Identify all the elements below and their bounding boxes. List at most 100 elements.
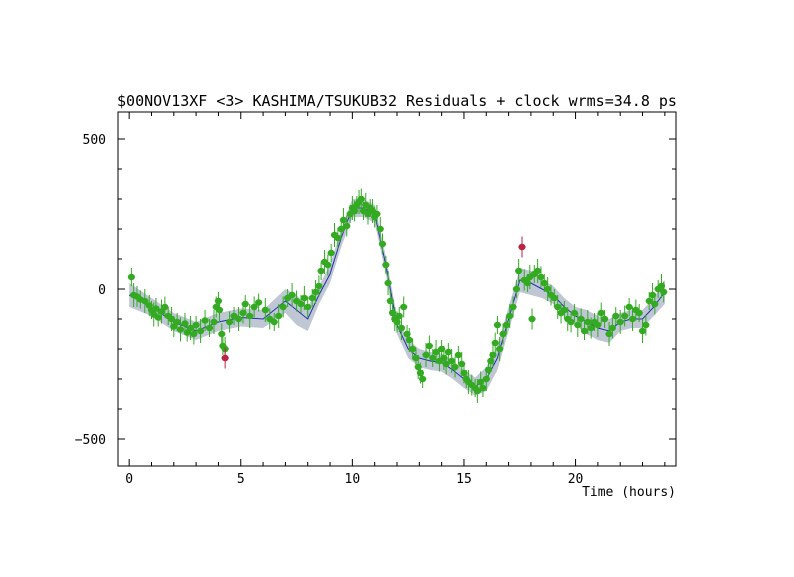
data-point: [512, 280, 521, 298]
data-point: [241, 295, 249, 313]
data-point: [444, 343, 452, 361]
point-marker: [621, 312, 629, 320]
data-point: [570, 304, 579, 322]
point-marker: [625, 303, 633, 311]
point-marker: [327, 249, 335, 257]
data-point: [608, 317, 616, 339]
point-marker: [534, 267, 542, 275]
data-point: [448, 349, 456, 373]
point-marker: [157, 308, 166, 315]
point-marker: [425, 342, 433, 350]
point-marker: [422, 351, 430, 359]
point-marker: [419, 375, 427, 383]
point-marker: [499, 330, 507, 338]
point-marker: [560, 306, 569, 314]
point-marker: [183, 329, 191, 336]
point-marker: [544, 285, 552, 293]
data-point: [454, 346, 462, 364]
point-marker: [250, 303, 258, 311]
outlier-point: [518, 236, 526, 258]
data-point: [577, 308, 585, 330]
model-band: [129, 199, 665, 396]
point-marker: [540, 279, 548, 287]
point-marker: [246, 312, 254, 320]
data-point: [234, 307, 243, 331]
point-marker: [502, 321, 510, 329]
point-marker: [308, 294, 316, 302]
point-marker: [376, 225, 384, 233]
point-marker: [528, 315, 536, 323]
point-marker: [275, 312, 283, 320]
data-point: [544, 277, 552, 301]
data-point: [288, 283, 296, 307]
point-marker: [339, 216, 348, 224]
point-marker: [173, 318, 181, 326]
data-point: [218, 323, 226, 345]
data-point: [378, 233, 387, 255]
point-marker: [616, 318, 624, 326]
point-marker: [608, 324, 616, 332]
point-marker: [638, 327, 647, 335]
data-point: [584, 310, 592, 334]
model-line-layer: [128, 207, 666, 388]
point-marker: [574, 321, 582, 329]
data-point: [250, 296, 258, 318]
data-point: [386, 290, 394, 312]
data-point: [515, 259, 523, 283]
data-point: [560, 301, 569, 319]
data-point: [376, 217, 384, 241]
point-marker: [567, 318, 575, 326]
point-marker: [409, 345, 417, 353]
data-point: [192, 316, 200, 334]
data-point: [496, 337, 504, 361]
point-marker: [234, 315, 243, 323]
point-marker: [170, 323, 178, 330]
point-marker: [651, 300, 659, 308]
data-point: [205, 319, 214, 337]
data-point: [600, 310, 609, 328]
data-point: [616, 310, 624, 334]
point-marker: [660, 288, 668, 296]
data-point: [339, 208, 348, 232]
data-point: [554, 295, 562, 319]
data-point: [170, 316, 178, 337]
point-marker: [311, 288, 320, 296]
x-axis-label: Time (hours): [582, 485, 676, 500]
point-marker: [373, 210, 381, 218]
point-marker: [192, 321, 200, 329]
data-point: [638, 319, 647, 343]
point-marker: [473, 387, 481, 395]
data-point: [186, 316, 195, 340]
data-point: [612, 307, 620, 325]
point-marker: [496, 345, 504, 353]
data-point: [400, 296, 408, 318]
point-marker: [196, 327, 205, 335]
data-point: [373, 205, 381, 223]
data-point: [502, 316, 510, 334]
point-marker: [429, 354, 437, 362]
data-point: [157, 299, 166, 324]
data-point: [275, 304, 283, 328]
x-tick-label: 15: [456, 472, 472, 487]
point-marker: [537, 273, 545, 281]
point-marker: [515, 267, 523, 275]
data-point: [594, 313, 602, 337]
point-marker: [210, 318, 218, 326]
data-point: [334, 227, 342, 249]
point-marker: [315, 282, 323, 290]
y-tick-label: 500: [83, 133, 106, 148]
data-point: [317, 262, 325, 280]
point-marker: [201, 317, 209, 324]
data-point: [479, 379, 487, 397]
data-point: [509, 296, 517, 318]
point-marker: [512, 285, 521, 293]
point-marker: [570, 309, 579, 317]
data-point: [442, 353, 450, 375]
point-marker: [442, 360, 450, 368]
data-point: [304, 296, 312, 318]
point-marker: [454, 351, 462, 359]
data-point: [397, 316, 406, 340]
point-marker: [343, 222, 351, 230]
point-marker: [176, 326, 185, 333]
data-point: [357, 188, 365, 210]
